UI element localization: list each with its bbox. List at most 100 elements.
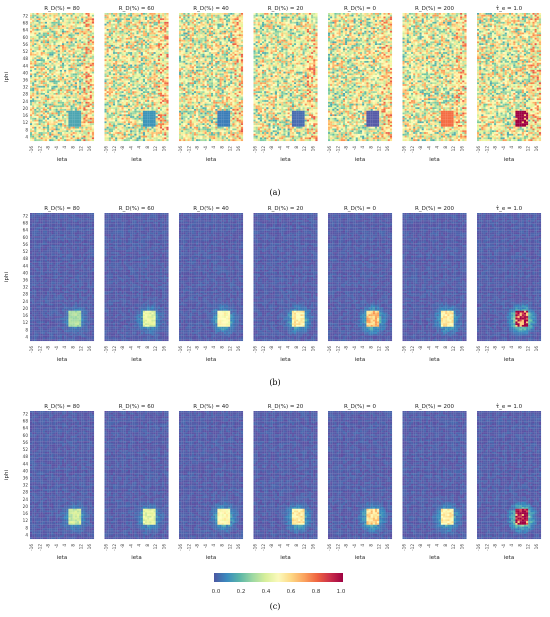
heatmap-cell <box>62 56 64 58</box>
heatmap-cell <box>122 54 124 56</box>
heatmap-cell <box>36 72 38 74</box>
heatmap-cell <box>75 93 77 95</box>
heatmap-cell <box>85 33 87 35</box>
heatmap-cell <box>71 36 73 38</box>
heatmap-cell <box>141 18 143 20</box>
heatmap-cell <box>51 120 53 122</box>
heatmap-cell <box>51 36 53 38</box>
heatmap-cell <box>75 29 77 31</box>
heatmap-cell <box>36 107 38 109</box>
heatmap-cell <box>85 113 87 115</box>
heatmap-cell <box>68 49 70 51</box>
heatmap-cell <box>122 47 124 49</box>
heatmap-cell <box>39 49 41 51</box>
heatmap-cell <box>137 34 139 36</box>
heatmap-cell <box>90 82 92 84</box>
heatmap-cell <box>137 25 139 27</box>
heatmap-cell <box>49 97 51 99</box>
heatmap-cell <box>151 56 153 58</box>
heatmap-cell <box>36 38 38 40</box>
heatmap-cell <box>130 61 132 63</box>
heatmap-cell <box>39 43 41 45</box>
heatmap-cell <box>81 93 83 95</box>
heatmap-cell <box>151 24 153 26</box>
heatmap-cell <box>32 65 34 67</box>
heatmap-cell <box>162 54 164 56</box>
heatmap-cell <box>79 17 81 19</box>
heatmap-cell <box>128 40 130 42</box>
heatmap-cell <box>62 27 64 29</box>
heatmap-cell <box>83 113 85 115</box>
heatmap-cell <box>66 73 68 75</box>
heatmap-cell <box>62 127 64 129</box>
heatmap-cell <box>58 33 60 35</box>
heatmap-cell <box>34 98 36 100</box>
heatmap-cell <box>68 121 70 123</box>
heatmap-cell <box>51 88 53 90</box>
heatmap-cell <box>60 40 62 42</box>
heatmap-cell <box>64 82 66 84</box>
heatmap-cell <box>164 40 166 42</box>
heatmap-cell <box>158 52 160 54</box>
heatmap-cell <box>73 89 75 91</box>
heatmap-cell <box>130 57 132 59</box>
heatmap-cell <box>143 29 145 31</box>
heatmap-cell <box>68 127 70 129</box>
heatmap-cell <box>64 70 66 72</box>
heatmap-cell <box>75 97 77 99</box>
heatmap-cell <box>119 63 121 65</box>
heatmap-cell <box>58 59 60 61</box>
heatmap-cell <box>83 120 85 122</box>
heatmap-cell <box>164 72 166 74</box>
heatmap-cell <box>88 89 90 91</box>
heatmap-cell <box>149 61 151 63</box>
heatmap-cell <box>66 120 68 122</box>
heatmap-cell <box>92 57 94 59</box>
heatmap-cell <box>132 50 134 52</box>
heatmap-cell <box>141 79 143 81</box>
heatmap-cell <box>145 43 147 45</box>
heatmap-cell <box>128 36 130 38</box>
heatmap-cell <box>53 82 55 84</box>
heatmap-cell <box>88 38 90 40</box>
heatmap-cell <box>92 137 94 139</box>
heatmap-cell <box>115 36 117 38</box>
heatmap-cell <box>47 56 49 58</box>
heatmap-cell <box>83 33 85 35</box>
heatmap-cell <box>83 102 85 104</box>
heatmap-cell <box>47 41 49 43</box>
heatmap-cell <box>53 75 55 77</box>
heatmap-cell <box>62 38 64 40</box>
heatmap-cell <box>109 57 111 59</box>
heatmap-cell <box>81 17 83 19</box>
heatmap-cell <box>34 66 36 68</box>
heatmap-cell <box>77 79 79 81</box>
heatmap-cell <box>124 59 126 61</box>
heatmap-cell <box>156 61 158 63</box>
heatmap-cell <box>83 132 85 134</box>
heatmap-cell <box>154 54 156 56</box>
heatmap-cell <box>107 27 109 29</box>
heatmap-cell <box>113 13 115 15</box>
heatmap-cell <box>68 111 70 113</box>
heatmap-cell <box>149 77 151 79</box>
heatmap-cell <box>107 70 109 72</box>
heatmap-cell <box>162 66 164 68</box>
heatmap-cell <box>47 118 49 120</box>
heatmap-cell <box>47 22 49 24</box>
heatmap-cell <box>68 95 70 97</box>
heatmap-cell <box>56 27 58 29</box>
heatmap-cell <box>122 43 124 45</box>
heatmap-cell <box>164 29 166 31</box>
heatmap-cell <box>83 139 85 141</box>
heatmap-cell <box>105 24 107 26</box>
heatmap-cell <box>41 13 43 15</box>
heatmap-cell <box>90 17 92 19</box>
heatmap-cell <box>30 121 32 123</box>
heatmap-cell <box>71 49 73 51</box>
heatmap-cell <box>124 61 126 63</box>
heatmap-cell <box>115 20 117 22</box>
heatmap-cell <box>147 40 149 42</box>
heatmap-cell <box>64 52 66 54</box>
heatmap-cell <box>132 79 134 81</box>
